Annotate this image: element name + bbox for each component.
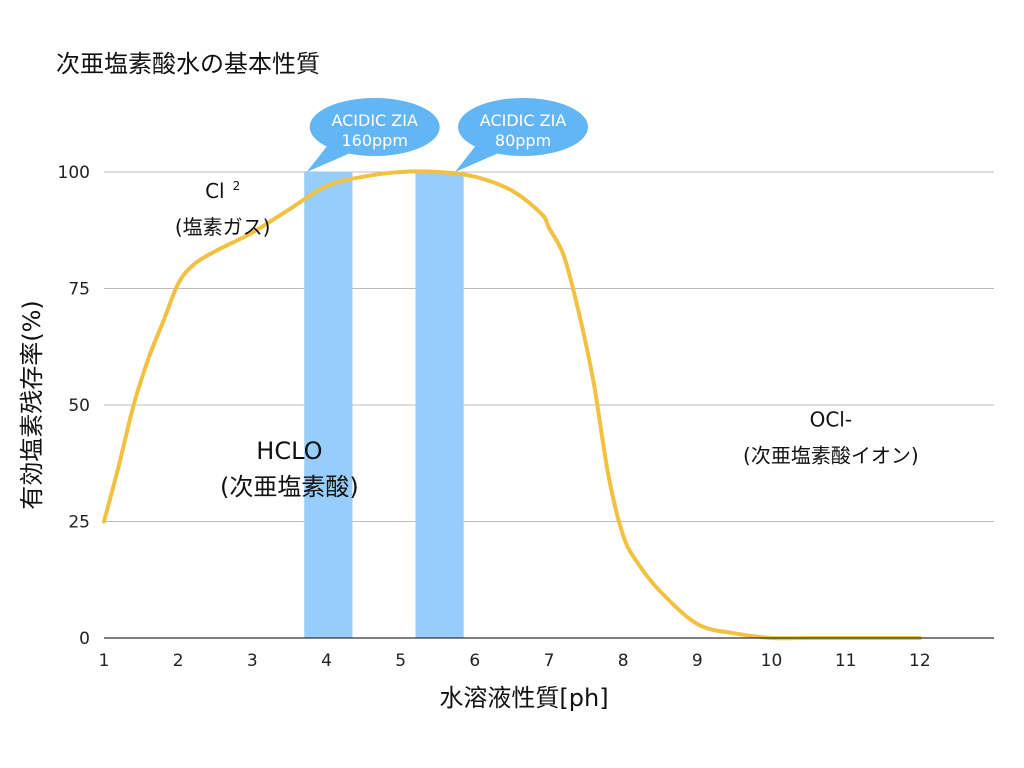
series-layer (102, 169, 922, 641)
annotations: Cl 2 (塩素ガス) HCLO (次亜塩素酸) OCl- (次亜塩素酸イオン) (175, 179, 919, 501)
x-tick-label: 5 (395, 651, 406, 671)
annotation-subtitle: (次亜塩素酸イオン) (743, 443, 919, 467)
chart-title: 次亜塩素酸水の基本性質 (56, 50, 320, 78)
callout-bubble (458, 98, 589, 156)
y-tick-label: 100 (58, 163, 90, 183)
series-line (102, 169, 922, 641)
annotation-subtitle: (次亜塩素酸) (220, 473, 359, 501)
grid (104, 171, 994, 522)
annotation-title: OCl- (810, 407, 852, 431)
callout-value: 80ppm (495, 131, 551, 150)
x-tick-label: 3 (247, 651, 258, 671)
x-tick-label: 4 (321, 651, 332, 671)
callout-bubble (309, 98, 440, 156)
annotation-subtitle: (塩素ガス) (175, 215, 271, 239)
x-tick-label: 9 (692, 651, 703, 671)
y-tick-label: 0 (79, 629, 90, 649)
highlight-bands (304, 172, 464, 638)
annotation: HCLO (次亜塩素酸) (220, 437, 359, 501)
y-tick-label: 50 (68, 396, 90, 416)
callout-label: ACIDIC ZIA (331, 111, 418, 130)
callout-pointer (455, 144, 502, 172)
callout-value: 160ppm (341, 131, 407, 150)
highlight-band (415, 172, 464, 638)
annotation-title: Cl 2 (205, 179, 240, 203)
callout-label: ACIDIC ZIA (480, 111, 567, 130)
x-tick-label: 8 (618, 651, 629, 671)
annotation: OCl- (次亜塩素酸イオン) (743, 407, 919, 467)
x-tick-label: 1 (99, 651, 110, 671)
y-axis-title: 有効塩素残存率(%) (18, 300, 46, 510)
x-tick-label: 12 (909, 651, 931, 671)
highlight-band (304, 172, 353, 638)
callout-pointer (306, 144, 353, 172)
x-tick-label: 2 (173, 651, 184, 671)
annotation: Cl 2 (塩素ガス) (175, 179, 271, 239)
y-tick-label: 75 (68, 280, 90, 300)
x-tick-label: 6 (469, 651, 480, 671)
annotation-title: HCLO (256, 437, 322, 465)
x-tick-label: 10 (761, 651, 783, 671)
x-tick-label: 7 (544, 651, 555, 671)
x-tick-label: 11 (835, 651, 857, 671)
x-axis-title: 水溶液性質[ph] (439, 684, 608, 712)
y-tick-label: 25 (68, 513, 90, 533)
annotation-superscript: 2 (233, 179, 241, 193)
